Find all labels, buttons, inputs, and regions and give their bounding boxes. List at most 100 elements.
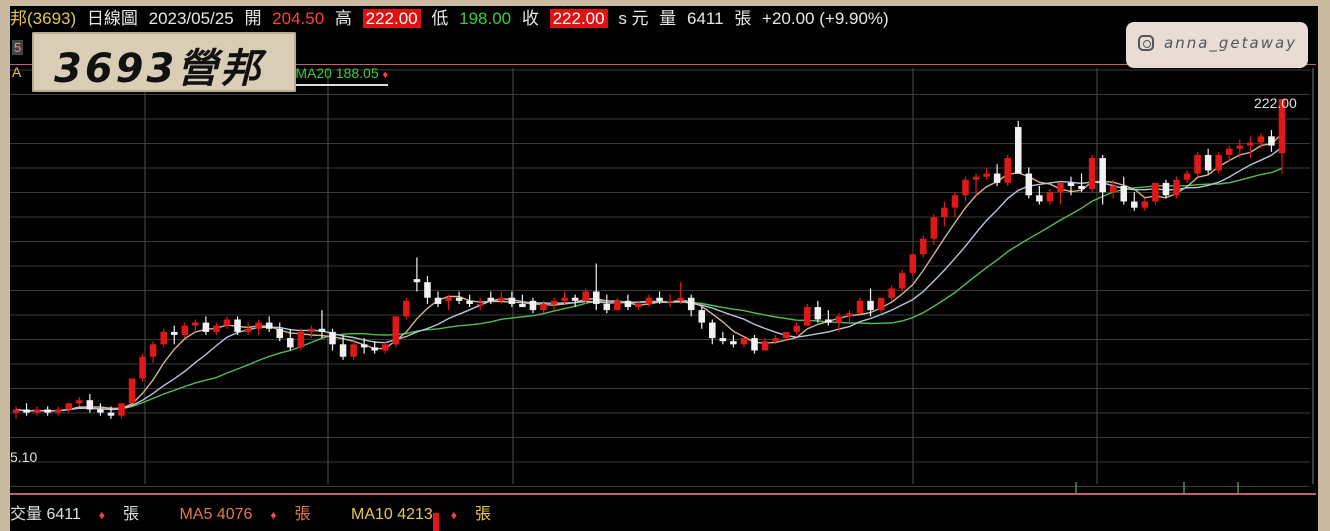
unit-suffix: s 元 bbox=[618, 9, 649, 28]
change-value: +20.00 (+9.90%) bbox=[762, 9, 889, 28]
candle-body bbox=[1120, 185, 1128, 202]
instagram-handle: anna_getaway bbox=[1164, 34, 1298, 52]
candle-body bbox=[445, 297, 452, 301]
candle-body bbox=[170, 331, 178, 335]
volume-ma10-arrow: ♦ bbox=[450, 508, 457, 522]
volume-header: 交量 6411 ♦ 張 MA5 4076 ♦ 張 MA10 4213 ♦ 張 bbox=[10, 500, 527, 524]
volume-ma10-text: MA10 4213 bbox=[350, 506, 433, 523]
volume-total-unit: 張 bbox=[122, 506, 139, 523]
candle-body bbox=[424, 282, 431, 298]
candle-body bbox=[888, 288, 895, 298]
candle-body bbox=[761, 341, 769, 351]
left-tag-bottom: A bbox=[12, 64, 22, 80]
volume-unit: 張 bbox=[734, 9, 752, 28]
candle-body bbox=[276, 328, 284, 339]
candle-body bbox=[1067, 182, 1075, 186]
candle-body bbox=[592, 291, 600, 304]
volume-ma5-unit: 張 bbox=[294, 506, 311, 523]
volume-ma10: MA10 4213 ♦ 張 bbox=[351, 506, 509, 523]
candle-body bbox=[1225, 148, 1233, 155]
candlestick-chart[interactable] bbox=[10, 6, 1318, 531]
candle-body bbox=[223, 319, 231, 326]
candle-body bbox=[877, 297, 885, 311]
candle-body bbox=[192, 322, 199, 326]
candle-body bbox=[656, 297, 663, 301]
candle-body bbox=[719, 338, 727, 342]
sma20-arrow: ♦ bbox=[382, 69, 389, 81]
chart-type[interactable]: 日線圖 bbox=[86, 9, 138, 28]
candle-body bbox=[160, 331, 167, 345]
volume-total-text: 交量 6411 bbox=[10, 506, 81, 523]
close-label: 收 bbox=[521, 9, 539, 28]
low-label: 低 bbox=[431, 9, 449, 28]
candle-body bbox=[371, 347, 378, 351]
candle-body bbox=[898, 272, 906, 289]
candle-body bbox=[624, 300, 632, 308]
candle-body bbox=[65, 403, 73, 410]
candle-body bbox=[540, 303, 547, 311]
candle-body bbox=[265, 322, 273, 329]
candle-body bbox=[803, 307, 811, 326]
candle-body bbox=[1247, 142, 1254, 146]
header-divider bbox=[10, 64, 1316, 65]
candle-body bbox=[519, 303, 526, 308]
candle-body bbox=[12, 409, 20, 413]
candle-body bbox=[128, 378, 136, 404]
candle-body bbox=[1183, 173, 1191, 180]
candle-body bbox=[1004, 158, 1011, 183]
instagram-badge: anna_getaway bbox=[1126, 22, 1308, 68]
candle-body bbox=[1162, 182, 1170, 196]
candle-body bbox=[856, 300, 864, 314]
candle-body bbox=[118, 403, 125, 416]
candle-body bbox=[244, 328, 252, 332]
candle-body bbox=[846, 313, 853, 317]
candle-body bbox=[1088, 158, 1096, 190]
candle-body bbox=[33, 409, 41, 413]
candle-body bbox=[983, 173, 990, 177]
candle-body bbox=[603, 303, 611, 311]
candle-body bbox=[1057, 182, 1064, 193]
volume-total: 交量 6411 ♦ 張 bbox=[10, 506, 161, 523]
candle-body bbox=[1099, 158, 1106, 193]
candle-body bbox=[909, 254, 917, 273]
open-label: 開 bbox=[244, 9, 262, 28]
candle-body bbox=[392, 316, 400, 345]
candle-body bbox=[149, 344, 157, 357]
candle-body bbox=[635, 303, 642, 308]
candle-body bbox=[951, 195, 959, 208]
candle-body bbox=[234, 319, 241, 332]
volume-ma5-text: MA5 4076 bbox=[179, 506, 253, 523]
candle-body bbox=[972, 176, 980, 180]
high-label: 高 bbox=[334, 9, 352, 28]
candle-body bbox=[360, 344, 368, 348]
candle-body bbox=[213, 325, 220, 332]
candle-body bbox=[1025, 173, 1033, 196]
candle-body bbox=[835, 316, 843, 323]
candle-body bbox=[1236, 145, 1244, 149]
candle-body bbox=[1215, 154, 1222, 171]
volume-label: 量 bbox=[659, 9, 677, 28]
volume-bar bbox=[433, 513, 439, 531]
candle-body bbox=[508, 297, 516, 304]
candle-body bbox=[255, 322, 262, 329]
instagram-icon bbox=[1138, 35, 1154, 51]
candle-body bbox=[1173, 179, 1180, 196]
stock-title-card: 3693營邦 bbox=[32, 32, 296, 92]
candle-body bbox=[97, 409, 104, 413]
price-min-label: 5.10 bbox=[10, 449, 38, 465]
candle-body bbox=[1078, 185, 1085, 190]
candle-body bbox=[962, 179, 969, 196]
chart-screen: 邦(3693) 日線圖 2023/05/25 開 204.50 高 222.00… bbox=[10, 6, 1318, 531]
candle-body bbox=[941, 207, 948, 218]
candle-body bbox=[403, 300, 410, 317]
open-value: 204.50 bbox=[272, 9, 325, 28]
high-value: 222.00 bbox=[362, 9, 421, 28]
candle-body bbox=[434, 297, 442, 304]
candle-body bbox=[455, 297, 463, 301]
quote-header: 邦(3693) 日線圖 2023/05/25 開 204.50 高 222.00… bbox=[10, 6, 1318, 32]
candle-body bbox=[1046, 192, 1054, 202]
candle-body bbox=[920, 238, 927, 255]
candle-body bbox=[86, 400, 94, 410]
candle-body bbox=[476, 303, 484, 306]
candle-body bbox=[202, 322, 210, 332]
